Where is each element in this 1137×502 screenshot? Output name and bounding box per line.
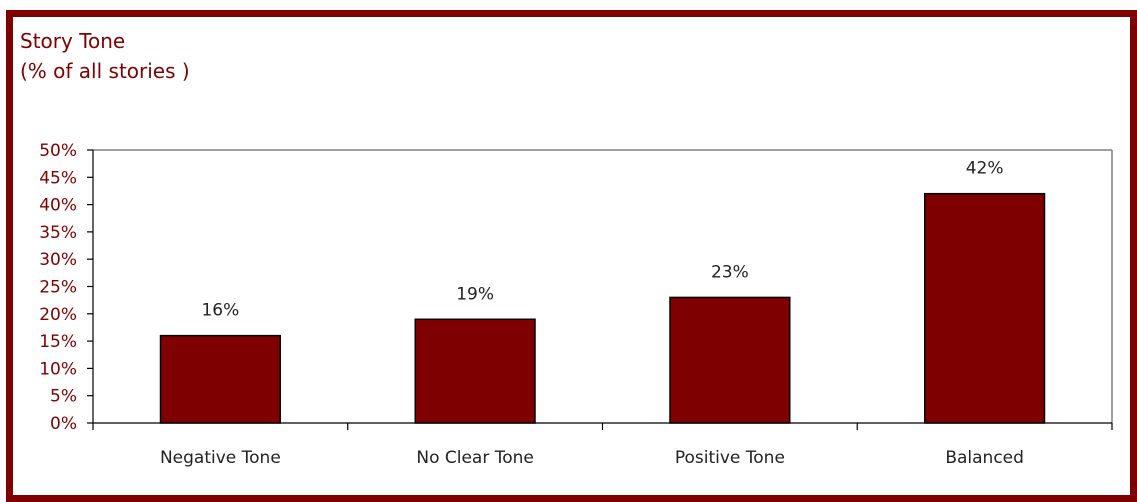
bars <box>159 192 1046 424</box>
plot-area <box>93 149 1113 423</box>
bar-balanced <box>924 192 1046 424</box>
chart-title: Story Tone <box>20 29 126 53</box>
y-tick-label: 25% <box>39 278 77 298</box>
x-category-label: No Clear Tone <box>416 448 534 468</box>
x-category-label: Positive Tone <box>675 448 785 468</box>
x-category-label: Balanced <box>945 448 1024 468</box>
chart-subtitle: (% of all stories ) <box>20 59 190 83</box>
x-axis: Negative Tone No Clear Tone Positive Tone B… <box>92 422 1113 468</box>
data-labels: 16% 19% 23% 42% <box>201 159 1003 321</box>
data-label: 19% <box>456 284 494 304</box>
y-tick-label: 35% <box>39 223 77 243</box>
y-tick-label: 20% <box>39 305 77 325</box>
data-label: 16% <box>201 301 239 321</box>
y-tick-label: 15% <box>39 332 77 352</box>
y-tick-label: 0% <box>50 414 77 434</box>
y-tick-label: 40% <box>39 196 77 216</box>
bar-negative-tone <box>159 334 281 424</box>
y-tick-label: 5% <box>50 387 77 407</box>
y-tick-label: 10% <box>39 359 77 379</box>
y-tick-label: 50% <box>39 141 77 161</box>
y-tick-label: 45% <box>39 168 77 188</box>
y-tick-label: 30% <box>39 250 77 270</box>
bar-no-clear-tone <box>414 318 536 424</box>
data-label: 42% <box>966 159 1004 179</box>
bar-positive-tone <box>669 296 791 424</box>
x-category-label: Negative Tone <box>160 448 281 468</box>
chart-title-block: Story Tone (% of all stories ) <box>20 26 190 86</box>
data-label: 23% <box>711 262 749 282</box>
y-axis: 0% 5% 10% 15% 20% 25% 30% 35% 40% 45% 50% <box>39 141 94 434</box>
